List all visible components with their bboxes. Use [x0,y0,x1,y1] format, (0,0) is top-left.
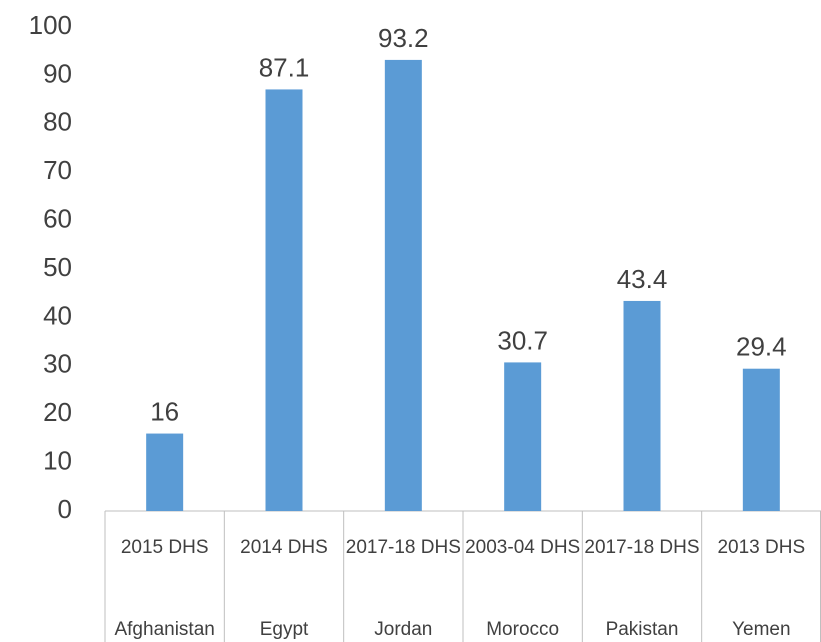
bar [146,433,184,511]
value-label: 16 [150,396,179,426]
bar [384,59,422,512]
y-tick-label: 30 [43,349,72,379]
value-label: 29.4 [736,332,787,362]
y-tick-label: 10 [43,445,72,475]
y-tick-label: 20 [43,397,72,427]
x-tick-label-box: 2015 DHS [120,537,209,558]
bar [742,368,780,511]
y-tick-label: 0 [58,494,72,524]
x-tick-label: 2014 DHS [240,537,328,558]
x-tick-label: 2003-04 DHS [465,537,581,558]
y-tick-label: 60 [43,203,72,233]
bar [504,362,542,511]
group-label: Pakistan [606,619,679,640]
y-tick-label: 100 [29,10,72,40]
x-tick-label-box: 2014 DHS [240,537,328,558]
value-label: 43.4 [617,264,668,294]
group-label: Morocco [486,619,559,640]
y-tick-label: 90 [43,58,72,88]
x-tick-label: 2017-18 DHS [584,537,700,558]
bar [623,300,661,511]
x-tick-label-box: 2003-04 DHS [465,537,581,558]
group-label: Jordan [374,619,432,640]
y-tick-label: 80 [43,107,72,137]
y-tick-label: 50 [43,252,72,282]
x-tick-label: 2013 DHS [717,537,806,558]
value-label: 30.7 [497,325,548,355]
group-label: Afghanistan [114,619,214,640]
x-tick-label: 2017-18 DHS [345,537,461,558]
y-tick-label: 40 [43,300,72,330]
x-tick-label: 2015 DHS [120,537,209,558]
group-label: Egypt [260,619,309,640]
bar [265,89,303,511]
value-label: 93.2 [378,23,429,53]
y-tick-label: 70 [43,155,72,185]
group-label: Yemen [732,619,790,640]
value-label: 87.1 [259,52,310,82]
x-tick-label-box: 2017-18 DHS [345,537,461,558]
x-tick-label-box: 2017-18 DHS [584,537,700,558]
x-tick-label-box: 2013 DHS [717,537,806,558]
